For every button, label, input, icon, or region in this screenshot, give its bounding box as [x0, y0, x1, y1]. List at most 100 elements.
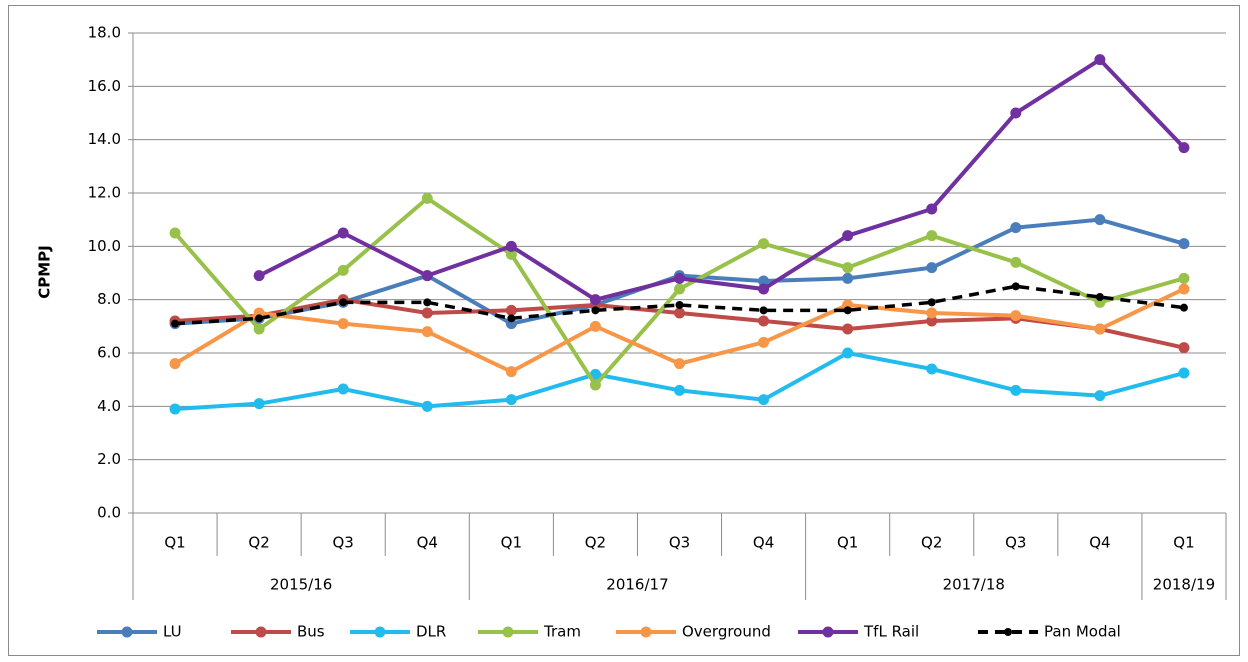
y-tick-label: 10.0 — [88, 237, 121, 255]
data-point — [1178, 283, 1190, 295]
data-point — [926, 315, 938, 327]
data-point — [337, 227, 349, 239]
data-point — [507, 314, 516, 323]
data-point — [169, 358, 181, 370]
data-point — [1010, 310, 1022, 322]
data-point — [1178, 142, 1190, 154]
y-axis-title: CPMPJ — [36, 245, 54, 299]
legend-label: Overground — [682, 623, 771, 641]
data-point — [758, 238, 770, 250]
data-point — [927, 298, 936, 307]
data-point — [758, 336, 770, 348]
group-label: 2015/16 — [270, 576, 332, 594]
data-point — [505, 366, 517, 378]
x-tick-label: Q2 — [248, 534, 269, 552]
data-point — [1178, 238, 1190, 250]
data-point — [1010, 384, 1022, 396]
data-point — [1178, 272, 1190, 284]
data-point — [591, 306, 600, 315]
legend-label: Pan Modal — [1044, 623, 1121, 641]
data-point — [674, 384, 685, 396]
data-point — [842, 323, 854, 335]
data-point — [1094, 54, 1106, 66]
data-point — [842, 347, 854, 359]
data-point — [842, 272, 854, 284]
x-tick-label: Q1 — [1173, 534, 1194, 552]
data-point — [674, 358, 685, 370]
data-point — [505, 394, 517, 406]
legend-label: LU — [163, 623, 182, 641]
y-tick-label: 4.0 — [97, 397, 121, 415]
legend-label: DLR — [416, 623, 446, 641]
data-point — [1095, 293, 1104, 301]
x-tick-label: Q3 — [669, 534, 690, 552]
data-point — [926, 203, 938, 215]
data-point — [1178, 367, 1190, 379]
data-point — [589, 379, 601, 391]
legend-marker — [1004, 628, 1012, 636]
data-point — [1178, 342, 1190, 354]
data-point — [843, 306, 852, 315]
x-tick-label: Q1 — [837, 534, 858, 552]
data-point — [1010, 222, 1022, 234]
data-point — [759, 306, 768, 315]
legend-marker — [640, 626, 652, 638]
x-tick-label: Q3 — [1005, 534, 1026, 552]
data-point — [1011, 282, 1020, 291]
x-tick-label: Q4 — [417, 534, 438, 552]
data-point — [842, 262, 854, 274]
x-tick-label: Q4 — [753, 534, 774, 552]
data-point — [674, 283, 685, 295]
data-point — [421, 307, 433, 319]
data-point — [421, 192, 433, 204]
data-point — [337, 383, 349, 395]
series-line — [258, 57, 1186, 302]
data-point — [171, 319, 180, 328]
data-point — [926, 307, 938, 319]
legend-marker — [502, 626, 514, 638]
y-tick-label: 14.0 — [88, 130, 121, 148]
data-point — [421, 400, 433, 412]
y-tick-label: 12.0 — [88, 184, 121, 202]
data-point — [169, 227, 181, 239]
data-point — [1010, 256, 1022, 268]
group-label: 2017/18 — [943, 576, 1005, 594]
data-point — [505, 304, 517, 316]
data-point — [589, 294, 601, 306]
data-point — [926, 262, 938, 274]
data-point — [758, 283, 770, 295]
legend-label: TfL Rail — [863, 623, 919, 641]
x-tick-label: Q1 — [501, 534, 522, 552]
data-point — [674, 307, 685, 319]
legend-marker — [822, 626, 834, 638]
group-label: 2016/17 — [606, 576, 668, 594]
data-point — [421, 326, 433, 338]
data-point — [589, 320, 601, 332]
legend-label: Bus — [297, 623, 325, 641]
data-point — [337, 264, 349, 276]
data-point — [1094, 323, 1106, 335]
y-tick-label: 16.0 — [88, 77, 121, 95]
legend-marker — [374, 626, 386, 638]
data-point — [926, 363, 938, 375]
data-point — [253, 270, 265, 282]
data-point — [253, 323, 265, 335]
data-point — [169, 403, 181, 415]
x-tick-label: Q3 — [333, 534, 354, 552]
y-tick-label: 2.0 — [97, 450, 121, 468]
data-point — [1010, 107, 1022, 119]
group-label: 2018/19 — [1153, 576, 1215, 594]
y-tick-label: 18.0 — [88, 24, 121, 42]
x-tick-label: Q2 — [921, 534, 942, 552]
y-tick-label: 6.0 — [97, 344, 121, 362]
data-point — [1094, 390, 1106, 402]
y-tick-label: 8.0 — [97, 290, 121, 308]
data-point — [423, 298, 432, 307]
data-point — [758, 275, 770, 287]
legend-marker — [121, 626, 133, 638]
legend-label: Tram — [543, 623, 581, 641]
data-point — [339, 298, 348, 307]
x-tick-label: Q2 — [585, 534, 606, 552]
data-point — [758, 394, 770, 406]
